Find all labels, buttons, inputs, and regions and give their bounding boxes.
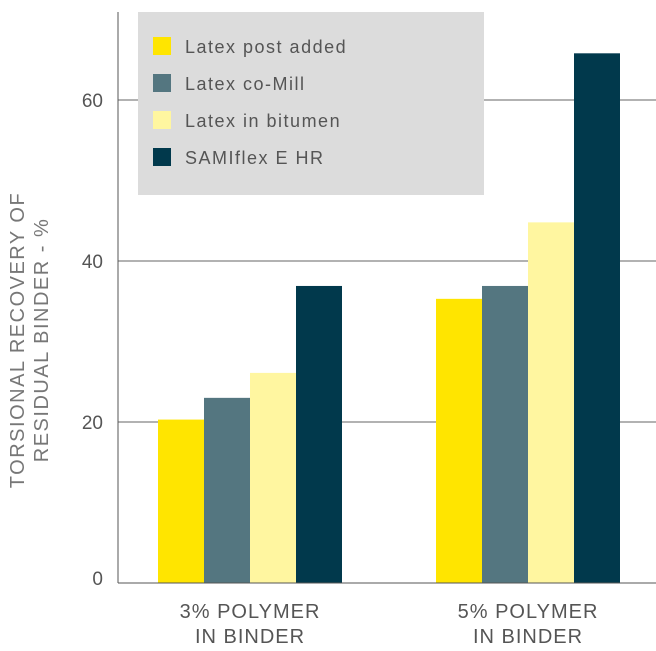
bars — [158, 53, 620, 584]
y-tick-label: 0 — [92, 569, 103, 590]
legend-swatch — [153, 37, 171, 55]
y-axis-title-line-1: TORSIONAL RECOVERY OF — [7, 192, 29, 488]
bar — [482, 285, 528, 583]
legend: Latex post added Latex co-Mill Latex in bi… — [138, 12, 484, 195]
bar — [250, 372, 296, 583]
legend-label: SAMIflex E HR — [185, 148, 325, 168]
legend-swatch — [153, 74, 171, 92]
bar — [574, 53, 620, 584]
bar — [296, 285, 342, 583]
bar — [436, 298, 482, 583]
legend-label: Latex post added — [185, 37, 347, 57]
category-label: IN BINDER — [195, 626, 305, 648]
legend-swatch — [153, 111, 171, 129]
category-label: 5% POLYMER — [458, 601, 599, 623]
y-tick-labels: 0 20 40 60 — [82, 91, 103, 590]
y-tick-label: 20 — [82, 413, 103, 434]
legend-label: Latex in bitumen — [185, 111, 341, 131]
y-axis-title: TORSIONAL RECOVERY OF RESIDUAL BINDER - … — [7, 192, 53, 488]
y-tick-label: 60 — [82, 91, 103, 112]
legend-box — [138, 12, 484, 195]
legend-label: Latex co-Mill — [185, 74, 306, 94]
category-labels: 3% POLYMER IN BINDER 5% POLYMER IN BINDER — [180, 601, 599, 648]
legend-swatch — [153, 148, 171, 166]
bar — [528, 222, 574, 584]
bar — [204, 397, 250, 583]
category-label: 3% POLYMER — [180, 601, 321, 623]
y-axis-title-line-2: RESIDUAL BINDER - % — [31, 218, 53, 462]
axes — [117, 12, 656, 584]
y-tick-label: 40 — [82, 252, 103, 273]
category-label: IN BINDER — [473, 626, 583, 648]
bar — [158, 419, 204, 583]
